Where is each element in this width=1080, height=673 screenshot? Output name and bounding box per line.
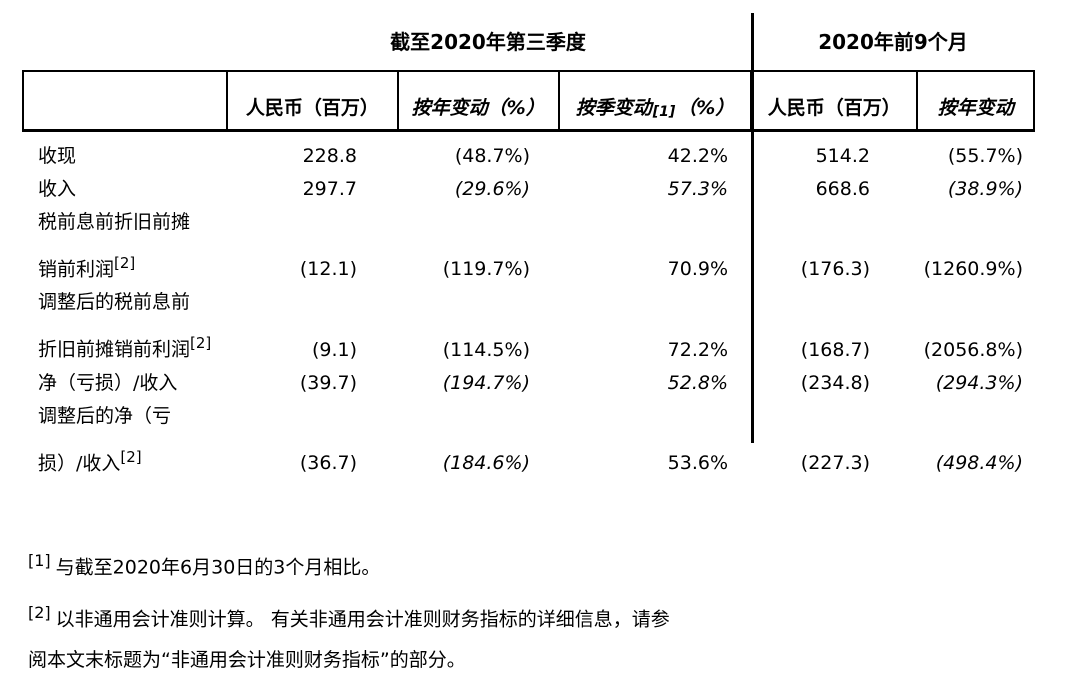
cell-rmb-q3: (39.7) — [299, 371, 357, 394]
group-header-spacer — [22, 26, 225, 58]
cell-yoy-q3: (184.6%) — [442, 451, 530, 474]
table-row-adjusted-net-loss-income: 调整后的净（亏 损）/收入[2] (36.7) (184.6%) 53.6% (… — [22, 400, 1035, 480]
cell-yoy-9m: (498.4%) — [935, 451, 1023, 474]
cell-qoq-q3: 72.2% — [667, 338, 728, 361]
row-label-line2: 损）/收入[2] — [38, 447, 142, 474]
col-header-yoy-9m: 按年变动 — [916, 72, 1033, 129]
row-label-line1: 调整后的税前息前 — [38, 291, 191, 314]
table-body: 收现 228.8 (48.7%) 42.2% 514.2 (55.7%) 收入 … — [22, 140, 1035, 480]
column-group-divider — [751, 13, 754, 443]
col-header-qoq-q3: 按季变动 [1] （%） — [557, 72, 750, 129]
cell-rmb-9m: 668.6 — [815, 178, 870, 200]
table-row-adjusted-ebitda: 调整后的税前息前 折旧前摊销前利润[2] (9.1) (114.5%) 72.2… — [22, 286, 1035, 366]
footnote-2: [2] 以非通用会计准则计算。 有关非通用会计准则财务指标的详细信息，请参阅本文末… — [28, 593, 676, 673]
cell-rmb-9m: 514.2 — [815, 145, 870, 167]
cell-yoy-9m: (38.9%) — [947, 178, 1023, 200]
cell-qoq-q3: 42.2% — [667, 145, 728, 167]
cell-qoq-q3: 52.8% — [667, 371, 728, 394]
footnote-1: [1] 与截至2020年6月30日的3个月相比。 — [28, 541, 676, 587]
group-header-q3-2020: 截至2020年第三季度 — [390, 30, 586, 54]
table-row-bookings: 收现 228.8 (48.7%) 42.2% 514.2 (55.7%) — [22, 140, 1035, 173]
footnote-ref-2: [2] — [190, 334, 212, 353]
row-label: 收现 — [38, 145, 77, 167]
footnotes: [1] 与截至2020年6月30日的3个月相比。 [2] 以非通用会计准则计算。 有… — [28, 541, 676, 673]
cell-rmb-q3: 228.8 — [302, 145, 357, 167]
col-header-rmb-q3: 人民币（百万） — [226, 72, 396, 129]
row-label-line1: 调整后的净（亏 — [38, 404, 172, 427]
footnote-ref-1: [1] — [652, 104, 676, 120]
col-header-rmb-9m: 人民币（百万） — [750, 72, 916, 129]
col-header-empty — [24, 72, 226, 129]
footnote-1-marker: [1] — [28, 551, 51, 570]
cell-qoq-q3: 70.9% — [667, 258, 728, 281]
cell-yoy-9m: (2056.8%) — [923, 338, 1023, 361]
table-row-net-loss-income: 净（亏损）/收入 (39.7) (194.7%) 52.8% (234.8) (… — [22, 367, 1035, 400]
cell-yoy-q3: (29.6%) — [454, 178, 530, 200]
cell-yoy-q3: (48.7%) — [454, 145, 530, 167]
cell-rmb-9m: (176.3) — [800, 258, 870, 281]
cell-qoq-q3: 53.6% — [667, 451, 728, 474]
cell-qoq-q3: 57.3% — [667, 178, 728, 200]
table-row-revenue: 收入 297.7 (29.6%) 57.3% 668.6 (38.9%) — [22, 173, 1035, 206]
column-header-row: 人民币（百万） 按年变动（%） 按季变动 [1] （%） 人民币（百万） 按年变动 — [22, 70, 1035, 132]
group-header-row: 截至2020年第三季度 2020年前9个月 — [22, 26, 1035, 58]
footnote-2-marker: [2] — [28, 603, 51, 623]
cell-rmb-9m: (168.7) — [800, 338, 870, 361]
footnote-2-text: 以非通用会计准则计算。 有关非通用会计准则财务指标的详细信息，请参阅本文末标题为… — [28, 608, 670, 671]
row-label: 净（亏损）/收入 — [38, 371, 178, 394]
row-label: 收入 — [38, 178, 77, 200]
row-label-line2: 销前利润[2] — [38, 254, 136, 281]
cell-yoy-q3: (119.7%) — [442, 258, 530, 281]
cell-rmb-q3: (9.1) — [311, 338, 357, 361]
cell-yoy-9m: (294.3%) — [935, 371, 1023, 394]
cell-rmb-q3: 297.7 — [302, 178, 357, 200]
cell-yoy-9m: (55.7%) — [947, 145, 1023, 167]
cell-rmb-9m: (234.8) — [800, 371, 870, 394]
footnote-1-text: 与截至2020年6月30日的3个月相比。 — [55, 556, 381, 579]
cell-rmb-q3: (12.1) — [299, 258, 357, 281]
cell-yoy-9m: (1260.9%) — [923, 258, 1023, 281]
row-label-line2: 折旧前摊销前利润[2] — [38, 334, 212, 361]
cell-rmb-q3: (36.7) — [299, 451, 357, 474]
table-row-ebitda: 税前息前折旧前摊 销前利润[2] (12.1) (119.7%) 70.9% (… — [22, 206, 1035, 286]
financial-table: 截至2020年第三季度 2020年前9个月 人民币（百万） 按年变动（%） 按季… — [22, 26, 1035, 480]
row-label-line1: 税前息前折旧前摊 — [38, 211, 191, 233]
footnote-ref-2: [2] — [114, 254, 136, 272]
col-header-yoy-q3: 按年变动（%） — [396, 72, 558, 129]
footnote-ref-2: [2] — [120, 447, 142, 466]
cell-yoy-q3: (114.5%) — [442, 338, 530, 361]
group-header-first-9-months-2020: 2020年前9个月 — [818, 30, 968, 54]
cell-yoy-q3: (194.7%) — [442, 371, 530, 394]
cell-rmb-9m: (227.3) — [800, 451, 870, 474]
